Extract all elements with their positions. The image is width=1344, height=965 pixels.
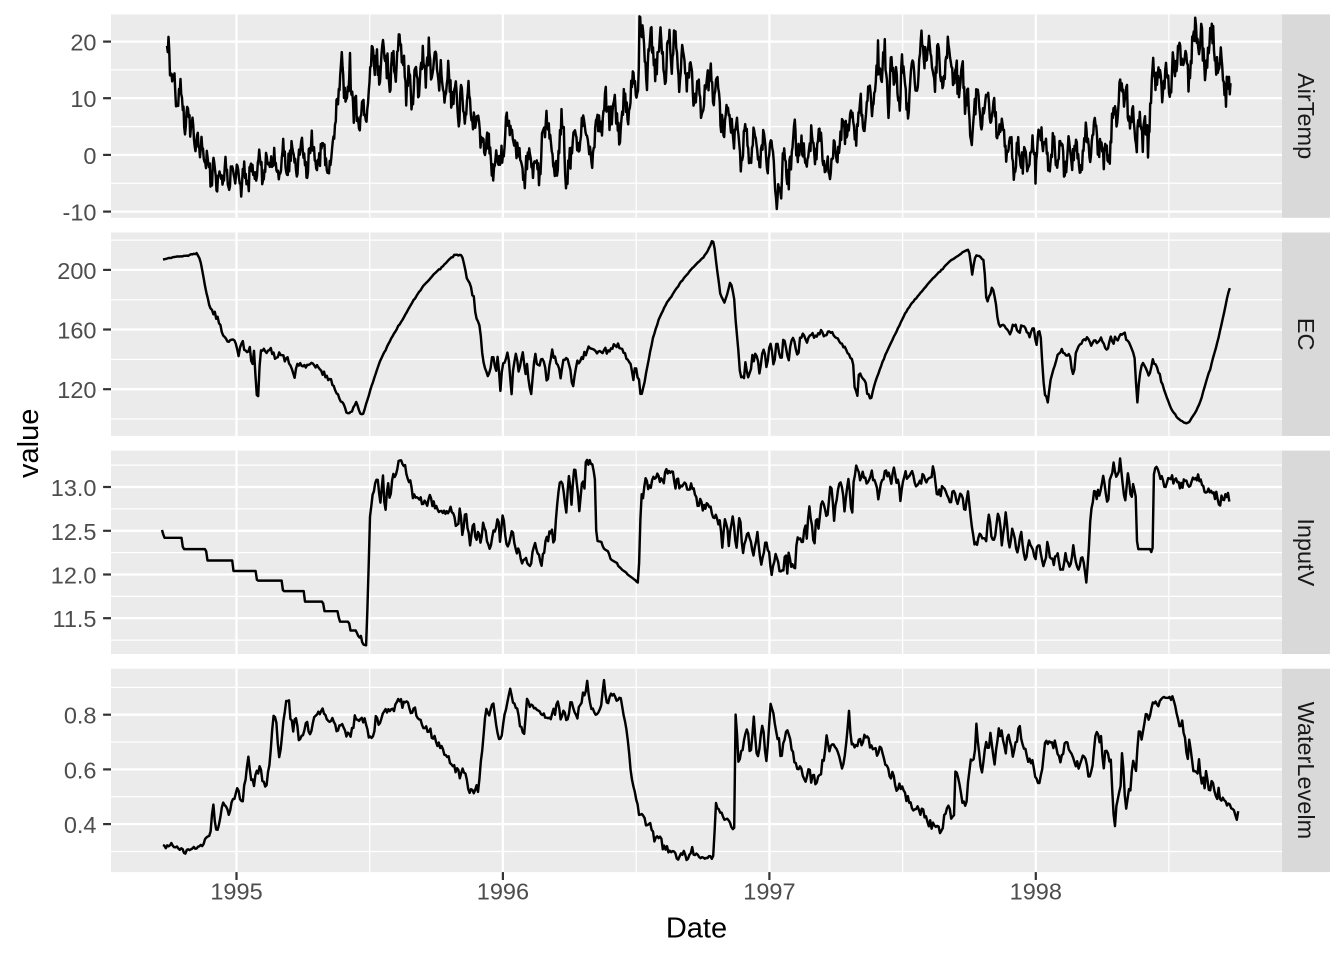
svg-text:120: 120 bbox=[57, 377, 96, 403]
svg-text:-10: -10 bbox=[63, 200, 97, 226]
svg-text:WaterLevelm: WaterLevelm bbox=[1293, 702, 1319, 840]
svg-text:10: 10 bbox=[70, 86, 96, 112]
svg-text:AirTemp: AirTemp bbox=[1293, 73, 1319, 159]
svg-text:20: 20 bbox=[70, 30, 96, 56]
svg-text:200: 200 bbox=[57, 258, 96, 284]
svg-text:EC: EC bbox=[1293, 318, 1319, 351]
svg-text:0.8: 0.8 bbox=[64, 703, 97, 729]
svg-text:0: 0 bbox=[83, 143, 96, 169]
svg-text:11.5: 11.5 bbox=[53, 606, 97, 632]
svg-text:13.0: 13.0 bbox=[51, 475, 97, 501]
svg-text:value: value bbox=[13, 409, 45, 478]
svg-text:1997: 1997 bbox=[743, 879, 795, 905]
svg-text:1995: 1995 bbox=[210, 879, 262, 905]
svg-text:160: 160 bbox=[57, 318, 96, 344]
svg-text:12.5: 12.5 bbox=[51, 519, 97, 545]
svg-text:12.0: 12.0 bbox=[51, 563, 97, 589]
svg-text:InputV: InputV bbox=[1293, 518, 1319, 586]
svg-text:1996: 1996 bbox=[477, 879, 529, 905]
svg-text:0.4: 0.4 bbox=[64, 812, 97, 838]
svg-text:1998: 1998 bbox=[1010, 879, 1062, 905]
svg-text:Date: Date bbox=[666, 912, 727, 944]
svg-text:0.6: 0.6 bbox=[64, 757, 97, 783]
